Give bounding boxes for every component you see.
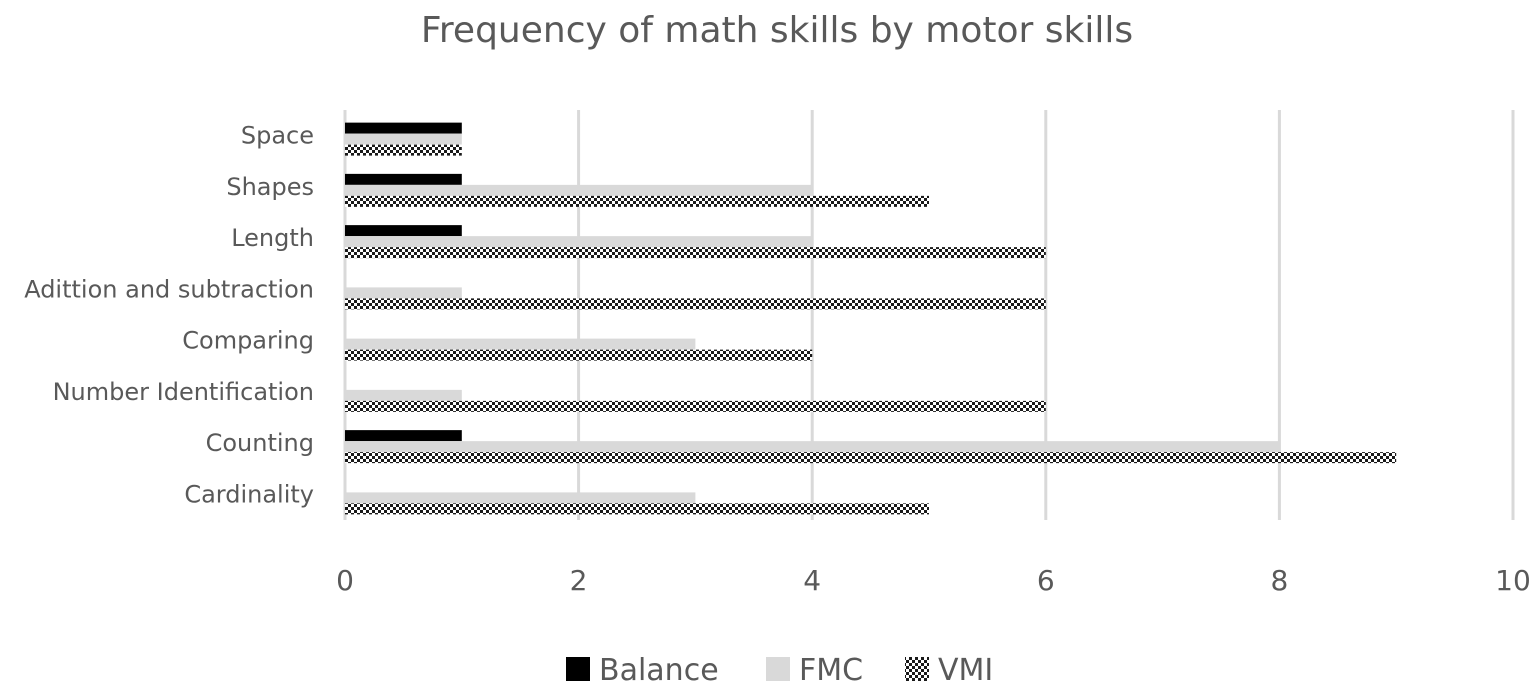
- category-label: Number Identification: [53, 378, 314, 406]
- bar-vmi: [345, 349, 813, 361]
- bar-vmi: [345, 298, 1046, 310]
- x-tick-label: 0: [336, 564, 354, 597]
- legend-swatch-fmc: [766, 657, 790, 681]
- bar-balance: [345, 173, 462, 185]
- x-axis-ticks: 0 2 4 6 8 10: [336, 564, 1531, 597]
- bar-vmi: [345, 144, 462, 156]
- bar-fmc: [345, 338, 696, 350]
- bar-fmc: [345, 492, 696, 504]
- category-label: Cardinality: [184, 480, 314, 508]
- legend-label-balance: Balance: [599, 653, 719, 688]
- x-tick-label: 6: [1037, 564, 1055, 597]
- legend: Balance FMC VMI: [566, 653, 993, 688]
- category-label: Adittion and subtraction: [24, 275, 314, 303]
- bar-vmi: [345, 452, 1397, 464]
- bar-balance: [345, 122, 462, 134]
- legend-swatch-balance: [566, 657, 590, 681]
- chart-title: Frequency of math skills by motor skills: [421, 10, 1133, 51]
- bar-fmc: [345, 184, 813, 196]
- x-tick-label: 8: [1270, 564, 1288, 597]
- bar-vmi: [345, 503, 929, 515]
- legend-label-vmi: VMI: [938, 653, 993, 688]
- bar-fmc: [345, 236, 813, 248]
- bar-fmc: [345, 133, 462, 145]
- category-label: Shapes: [226, 173, 314, 201]
- bar-fmc: [345, 441, 1280, 453]
- category-label: Length: [231, 224, 314, 252]
- legend-label-fmc: FMC: [799, 653, 863, 688]
- bar-fmc: [345, 389, 462, 401]
- category-labels: Cardinality Counting Number Identification…: [24, 122, 314, 509]
- category-label: Counting: [206, 429, 314, 457]
- category-label: Comparing: [182, 327, 314, 355]
- bar-vmi: [345, 247, 1046, 259]
- bar-balance: [345, 430, 462, 442]
- category-label: Space: [241, 122, 314, 150]
- bar-vmi: [345, 195, 929, 207]
- x-tick-label: 4: [803, 564, 821, 597]
- bar-vmi: [345, 400, 1046, 412]
- legend-swatch-vmi: [905, 657, 929, 681]
- bars: [345, 122, 1397, 515]
- bar-fmc: [345, 287, 462, 299]
- x-tick-label: 2: [570, 564, 588, 597]
- bar-balance: [345, 225, 462, 237]
- x-tick-label: 10: [1495, 564, 1531, 597]
